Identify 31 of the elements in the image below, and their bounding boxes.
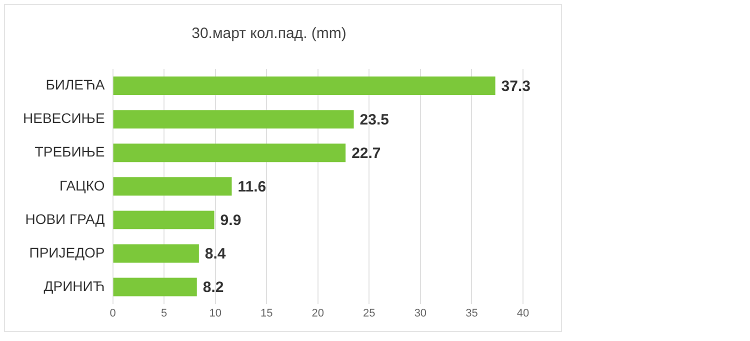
bar <box>113 177 232 196</box>
x-tick-label: 35 <box>466 307 478 320</box>
y-tick-label: ДРИНИЋ <box>44 278 105 294</box>
x-tick-label: 30 <box>414 307 427 320</box>
data-label: 9.9 <box>220 212 242 230</box>
data-label: 23.5 <box>360 111 389 128</box>
data-label: 8.4 <box>204 246 226 263</box>
data-label: 37.3 <box>501 78 531 95</box>
bar <box>113 144 346 162</box>
y-tick-label: НОВИ ГРАД <box>25 210 106 227</box>
bar <box>113 210 214 230</box>
data-label: 11.6 <box>238 178 266 196</box>
x-tick-label: 20 <box>312 307 324 320</box>
bar <box>113 278 197 296</box>
y-tick-label: БИЛЕЋА <box>46 76 106 93</box>
data-label: 22.7 <box>352 145 381 162</box>
x-tick-label: 0 <box>110 307 116 320</box>
data-label: 8.2 <box>202 279 224 296</box>
x-tick-label: 15 <box>260 307 273 320</box>
y-tick-label: ГАЦКО <box>60 177 105 194</box>
x-tick-label: 5 <box>160 307 168 320</box>
x-tick-label: 25 <box>363 307 376 320</box>
y-tick-label: ТРЕБИЊЕ <box>34 144 105 160</box>
bar <box>113 244 199 263</box>
bar <box>113 76 496 95</box>
x-tick-label: 10 <box>209 307 222 320</box>
bar <box>113 110 354 129</box>
y-tick-label: ПРИЈЕДОР <box>29 244 105 260</box>
chart-title: 30.март кол.пад. (mm) <box>192 25 346 42</box>
y-tick-label: НЕВЕСИЊЕ <box>22 110 105 126</box>
x-tick-label: 40 <box>516 307 530 320</box>
